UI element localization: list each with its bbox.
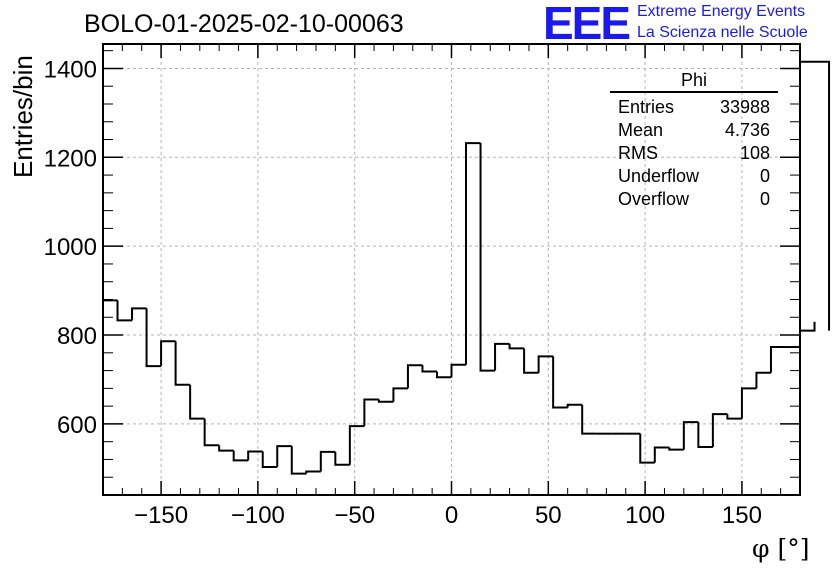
histogram-bin <box>421 365 437 373</box>
stats-row-overflow: Overflow 0 <box>610 188 778 211</box>
histogram-bin <box>755 371 771 389</box>
histogram-bin <box>566 403 583 408</box>
histogram-bin <box>203 418 220 447</box>
stats-divider <box>610 91 778 93</box>
x-tick-label: 150 <box>722 502 762 529</box>
histogram-bin <box>508 343 525 350</box>
logo-subtitle-line2: La Scienza nelle Scuole <box>637 24 808 41</box>
x-tick-label: 100 <box>625 502 665 529</box>
histogram-bin <box>523 348 539 374</box>
histogram-bin <box>116 300 133 322</box>
plot-frame <box>102 43 801 496</box>
histogram-bin <box>348 425 365 465</box>
histogram-bin <box>160 340 176 367</box>
y-tick-label: 1400 <box>44 56 97 83</box>
histogram-bin <box>653 446 670 463</box>
histogram-bin <box>740 387 757 419</box>
histogram-bin <box>552 356 568 409</box>
y-tick-label: 1200 <box>44 145 97 172</box>
y-tick-label: 600 <box>57 412 97 439</box>
logo-subtitle-line1: Extreme Energy Events <box>637 3 806 20</box>
histogram-bin <box>711 413 728 448</box>
histogram-bin <box>145 308 162 368</box>
x-axis-label: φ [°] <box>752 534 810 563</box>
y-tick-label: 800 <box>57 323 97 350</box>
histogram-bin <box>682 421 699 450</box>
stats-label: Mean <box>618 120 664 140</box>
histogram-bin <box>800 60 831 331</box>
grid-lines <box>103 44 800 495</box>
histogram-bin <box>247 450 263 461</box>
histogram-bin <box>276 445 292 468</box>
histogram-bin <box>406 364 423 389</box>
stats-row-entries: Entries 33988 <box>610 96 778 119</box>
histogram-bin <box>494 342 510 371</box>
histogram-bin <box>800 321 816 332</box>
histogram-bin <box>290 446 307 475</box>
histogram-bin <box>668 447 684 451</box>
axis-ticks <box>102 44 801 495</box>
histogram-bin <box>218 445 234 452</box>
stats-title: Phi <box>680 70 707 90</box>
stats-row-rms: RMS 108 <box>610 142 778 165</box>
histogram-bin <box>726 414 742 420</box>
histogram-bin <box>334 451 350 466</box>
stats-value: 108 <box>739 143 770 163</box>
histogram-bin <box>769 346 786 373</box>
y-tick-label: 1000 <box>44 234 97 261</box>
histogram-bin <box>232 450 249 462</box>
histogram-bin <box>392 387 408 402</box>
histogram-bin <box>131 307 147 321</box>
histogram-bin <box>261 451 278 469</box>
stats-row-underflow: Underflow 0 <box>610 165 778 188</box>
histogram-bin <box>435 371 452 379</box>
histogram-bin <box>305 470 321 474</box>
histogram-bin <box>363 398 379 427</box>
run-title: BOLO-01-2025-02-10-00063 <box>84 10 404 38</box>
x-tick-label: −100 <box>231 502 285 529</box>
histogram-bin <box>319 450 336 472</box>
histogram-bin <box>377 399 394 403</box>
axis-tick-labels: −150 −100 −50 0 50 100 150 600 800 1000 1200 1400 <box>44 56 762 529</box>
y-axis-label: Entries/bin <box>8 55 38 178</box>
stats-label: Entries <box>618 97 675 117</box>
stats-row-mean: Mean 4.736 <box>610 119 778 142</box>
stats-value: 0 <box>759 189 770 209</box>
stats-value: 0 <box>759 166 770 186</box>
stats-value: 33988 <box>719 97 770 117</box>
histogram-bin <box>465 142 481 365</box>
x-tick-label: −50 <box>334 502 375 529</box>
histogram-bin <box>189 384 205 420</box>
eee-logo: EEE <box>543 0 631 49</box>
stats-label: Underflow <box>618 166 700 186</box>
x-tick-label: −150 <box>134 502 188 529</box>
histogram-bin <box>581 404 597 435</box>
histogram-bin <box>537 355 554 373</box>
histogram-bin <box>174 341 191 386</box>
histogram-bin <box>697 422 713 449</box>
stats-label: RMS <box>618 143 658 163</box>
histogram-series <box>103 60 831 475</box>
histogram-bin <box>479 143 496 372</box>
histogram-bin <box>450 363 467 378</box>
histogram-bin <box>639 433 655 464</box>
stats-box: Phi Entries 33988 Mean 4.736 RMS 108 Und… <box>610 71 778 211</box>
x-tick-label: 50 <box>535 502 562 529</box>
stats-value: 4.736 <box>724 120 770 140</box>
x-tick-label: 0 <box>445 502 458 529</box>
stats-label: Overflow <box>618 189 690 209</box>
